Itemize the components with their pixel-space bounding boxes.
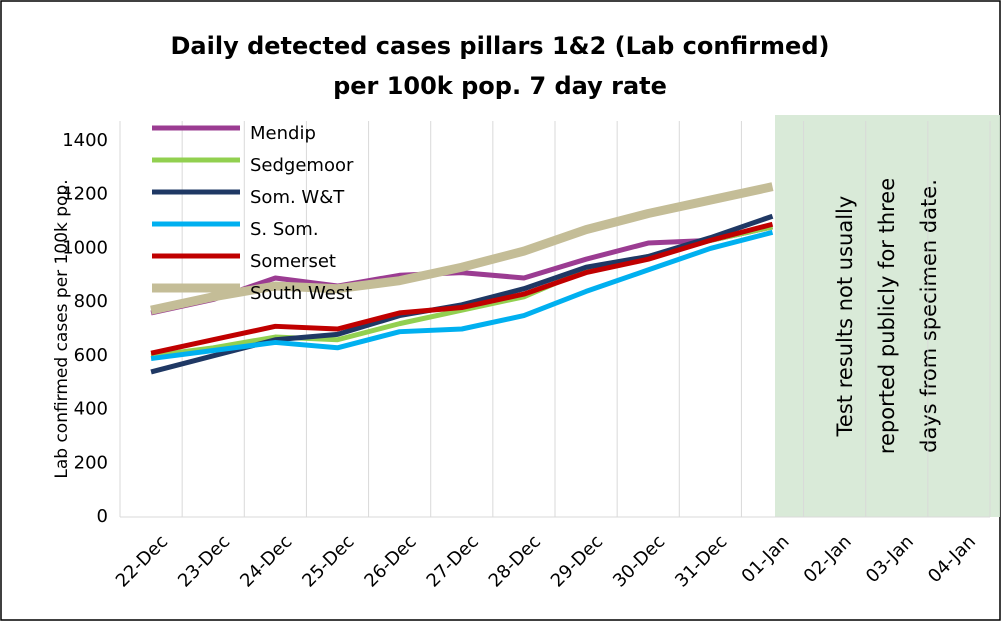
y-tick-label: 800 <box>74 291 108 312</box>
annotation-line: days from specimen date. <box>917 179 941 453</box>
legend-label: Mendip <box>250 123 316 144</box>
annotation-line: Test results not usually <box>833 196 857 438</box>
legend-label: Som. W&T <box>250 187 345 208</box>
series-line <box>150 221 774 356</box>
annotation: Test results not usually reported public… <box>833 178 941 454</box>
chart-title: per 100k pop. 7 day rate <box>333 72 667 100</box>
legend-label: South West <box>250 283 352 304</box>
y-tick-label: 0 <box>97 506 108 527</box>
y-tick-label: 1200 <box>62 184 108 205</box>
legend-label: S. Som. <box>250 219 319 240</box>
y-axis-label: Lab confirmed cases per 100k pop. <box>52 179 72 478</box>
chart-title: Daily detected cases pillars 1&2 (Lab co… <box>171 32 830 60</box>
legend-label: Sedgemoor <box>250 155 354 176</box>
y-tick-label: 400 <box>74 399 108 420</box>
annotation-box <box>775 115 1000 517</box>
y-tick-label: 200 <box>74 452 108 473</box>
annotation-line: reported publicly for three <box>875 178 899 454</box>
series-line <box>150 229 774 362</box>
y-tick-label: 1400 <box>62 130 108 151</box>
legend-label: Somerset <box>250 251 336 272</box>
y-tick-label: 600 <box>74 345 108 366</box>
series-line <box>150 182 774 315</box>
y-tick-label: 1000 <box>62 237 108 258</box>
